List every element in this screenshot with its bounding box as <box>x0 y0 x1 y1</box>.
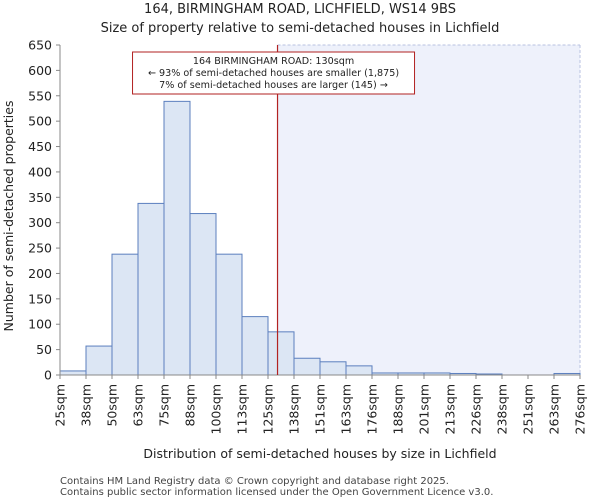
annotation-line-2: ← 93% of semi-detached houses are smalle… <box>148 68 399 79</box>
x-tick-label-113sqm: 113sqm <box>235 384 250 434</box>
bar-75sqm <box>163 100 191 376</box>
y-tick-label-100: 100 <box>28 317 52 332</box>
bar-100sqm <box>215 253 243 376</box>
x-tick-label-238sqm: 238sqm <box>495 384 510 434</box>
x-tick-label-226sqm: 226sqm <box>469 384 484 434</box>
x-tick-label-88sqm: 88sqm <box>183 384 198 427</box>
bar-38sqm <box>85 345 113 376</box>
bar-125sqm <box>267 331 295 376</box>
y-axis-title: Number of semi-detached properties <box>1 101 16 332</box>
bar-63sqm <box>137 202 165 376</box>
bar-113sqm <box>241 316 269 376</box>
x-tick-label-201sqm: 201sqm <box>417 384 432 434</box>
x-tick-label-276sqm: 276sqm <box>573 384 588 434</box>
y-tick-label-400: 400 <box>28 164 52 179</box>
y-tick-label-150: 150 <box>28 291 52 306</box>
x-tick-label-138sqm: 138sqm <box>287 384 302 434</box>
x-tick-label-213sqm: 213sqm <box>443 384 458 434</box>
x-tick-label-163sqm: 163sqm <box>339 384 354 434</box>
x-tick-label-75sqm: 75sqm <box>157 384 172 427</box>
x-tick-label-25sqm: 25sqm <box>53 384 68 427</box>
y-tick-label-450: 450 <box>28 139 52 154</box>
y-tick-label-250: 250 <box>28 241 52 256</box>
y-tick-label-600: 600 <box>28 63 52 78</box>
x-tick-label-263sqm: 263sqm <box>547 384 562 434</box>
bar-138sqm <box>293 357 321 376</box>
y-tick-label-0: 0 <box>44 368 52 383</box>
x-tick-label-176sqm: 176sqm <box>365 384 380 434</box>
bars <box>59 100 581 376</box>
x-tick-label-50sqm: 50sqm <box>105 384 120 427</box>
y-tick-label-300: 300 <box>28 215 52 230</box>
x-tick-label-38sqm: 38sqm <box>79 384 94 427</box>
chart-subtitle: Size of property relative to semi-detach… <box>101 21 500 36</box>
y-tick-label-550: 550 <box>28 88 52 103</box>
footer-line-1: Contains HM Land Registry data © Crown c… <box>60 476 449 487</box>
y-tick-label-50: 50 <box>36 342 52 357</box>
y-tick-label-200: 200 <box>28 266 52 281</box>
bar-25sqm <box>59 370 87 376</box>
y-ticks: 0 50 100 150 200 250 300 350 400 450 500 550 600 650 <box>28 38 60 383</box>
bar-163sqm <box>345 365 373 376</box>
footer-line-2: Contains public sector information licen… <box>60 487 493 498</box>
x-tick-label-251sqm: 251sqm <box>521 384 536 434</box>
x-axis-title: Distribution of semi-detached houses by … <box>143 446 496 461</box>
y-tick-label-350: 350 <box>28 190 52 205</box>
annotation-box <box>132 51 416 95</box>
y-tick-label-500: 500 <box>28 114 52 129</box>
bar-50sqm <box>111 253 139 376</box>
bar-88sqm <box>189 213 217 376</box>
annotation-line-3: 7% of semi-detached houses are larger (1… <box>159 80 388 91</box>
y-tick-label-650: 650 <box>28 38 52 53</box>
x-tick-label-151sqm: 151sqm <box>313 384 328 434</box>
highlight-region <box>277 45 580 375</box>
x-tick-label-63sqm: 63sqm <box>131 384 146 427</box>
chart-title: 164, BIRMINGHAM ROAD, LICHFIELD, WS14 9B… <box>144 2 456 17</box>
x-tick-label-100sqm: 100sqm <box>209 384 224 434</box>
x-ticks: 25sqm 38sqm 50sqm 63sqm 75sqm 88sqm 100sqm 113s… <box>53 375 588 434</box>
x-tick-label-188sqm: 188sqm <box>391 384 406 434</box>
bar-151sqm <box>319 361 347 376</box>
x-tick-label-125sqm: 125sqm <box>261 384 276 434</box>
annotation-line-1: 164 BIRMINGHAM ROAD: 130sqm <box>193 56 354 67</box>
